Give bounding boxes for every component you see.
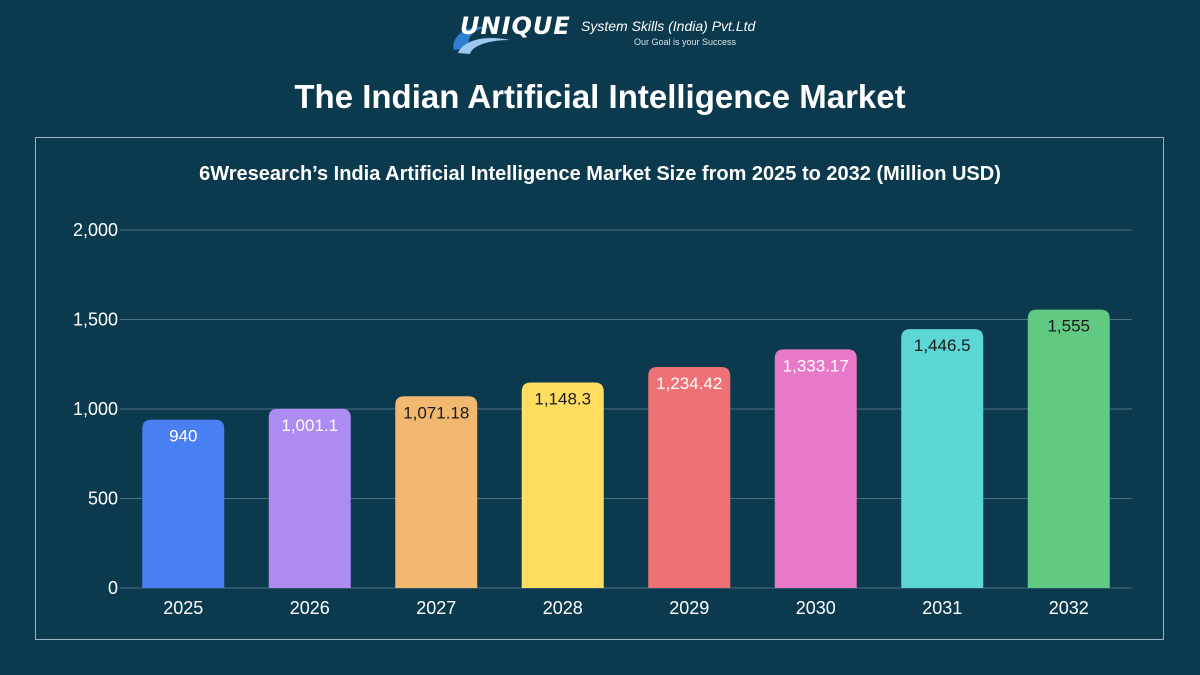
x-tick-label-2027: 2027 xyxy=(416,598,456,618)
y-tick-label: 2,000 xyxy=(73,220,118,240)
value-label-2027: 1,071.18 xyxy=(403,403,469,422)
y-tick-label: 1,000 xyxy=(73,399,118,419)
y-tick-label: 500 xyxy=(88,489,118,509)
bar-2026 xyxy=(268,408,351,588)
value-label-2026: 1,001.1 xyxy=(281,416,338,435)
chart-title: 6Wresearch’s India Artificial Intelligen… xyxy=(199,163,1001,185)
x-tick-label-2030: 2030 xyxy=(796,598,836,618)
bar-2025 xyxy=(142,419,225,588)
x-tick-label-2032: 2032 xyxy=(1049,598,1089,618)
bar-2027 xyxy=(395,396,478,588)
x-tick-label-2031: 2031 xyxy=(922,598,962,618)
value-label-2032: 1,555 xyxy=(1047,317,1090,336)
swoosh-logo-icon xyxy=(453,26,510,54)
bar-chart: 6Wresearch’s India Artificial Intelligen… xyxy=(73,163,1132,618)
company-name: System Skills (India) Pvt.Ltd xyxy=(581,18,756,34)
logo-wordmark: UNIQUE xyxy=(460,12,571,40)
bar-2030 xyxy=(774,349,857,588)
value-label-2029: 1,234.42 xyxy=(656,374,722,393)
bar-2031 xyxy=(901,329,984,588)
value-label-2030: 1,333.17 xyxy=(783,356,849,375)
bar-2029 xyxy=(648,367,731,588)
x-tick-label-2028: 2028 xyxy=(543,598,583,618)
x-tick-label-2025: 2025 xyxy=(163,598,203,618)
y-tick-label: 0 xyxy=(108,578,118,598)
page-title: The Indian Artificial Intelligence Marke… xyxy=(294,78,906,115)
bars xyxy=(142,309,1110,588)
company-tagline: Our Goal is your Success xyxy=(634,37,737,47)
value-label-2028: 1,148.3 xyxy=(534,389,591,408)
x-tick-label-2029: 2029 xyxy=(669,598,709,618)
bar-2032 xyxy=(1027,309,1110,588)
x-tick-label-2026: 2026 xyxy=(290,598,330,618)
value-label-2031: 1,446.5 xyxy=(914,336,971,355)
value-labels: 940 1,001.1 1,071.18 1,148.3 1,234.42 1,333.1… xyxy=(169,317,1090,446)
y-axis: 0 500 1,000 1,500 2,000 xyxy=(73,220,118,598)
bar-2028 xyxy=(521,382,604,588)
x-axis: 2025 2026 2027 2028 2029 2030 2031 2032 xyxy=(163,598,1089,618)
y-tick-label: 1,500 xyxy=(73,310,118,330)
chart-panel: 6Wresearch’s India Artificial Intelligen… xyxy=(35,137,1164,640)
company-logo: UNIQUE System Skills (India) Pvt.Ltd Our… xyxy=(448,10,768,56)
value-label-2025: 940 xyxy=(169,427,197,446)
